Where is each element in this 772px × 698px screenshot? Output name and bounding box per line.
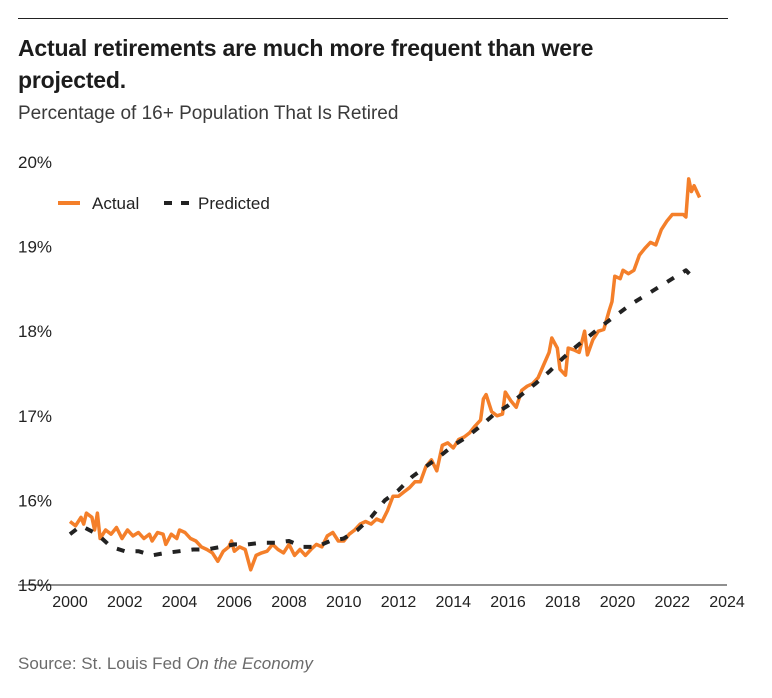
x-tick-label: 2020 — [600, 594, 636, 611]
x-tick-label: 2018 — [545, 594, 581, 611]
x-tick-label: 2004 — [162, 594, 198, 611]
x-tick-label: 2002 — [107, 594, 143, 611]
x-tick-label: 2014 — [435, 594, 471, 611]
x-tick-label: 2010 — [326, 594, 362, 611]
top-rule — [18, 18, 728, 19]
y-tick-label: 16% — [18, 491, 52, 510]
x-tick-label: 2006 — [216, 594, 252, 611]
x-tick-label: 2022 — [654, 594, 690, 611]
line-chart: 2000 2002 2004 2006 2008 2010 2012 2014 2016 2018… — [18, 153, 745, 611]
x-tick-label: 2024 — [709, 594, 745, 611]
y-tick-label: 20% — [18, 153, 52, 172]
x-tick-label: 2016 — [490, 594, 526, 611]
chart-title: Actual retirements are much more frequen… — [18, 35, 594, 93]
y-tick-label: 17% — [18, 407, 52, 426]
source-publication: On the Economy — [186, 654, 313, 673]
x-tick-label: 2000 — [52, 594, 88, 611]
y-tick-label: 15% — [18, 576, 52, 595]
source-prefix: Source: St. Louis Fed — [18, 654, 187, 673]
x-tick-label: 2008 — [271, 594, 307, 611]
x-tick-label: 2012 — [381, 594, 417, 611]
y-tick-label: 18% — [18, 322, 52, 341]
chart-subtitle: Percentage of 16+ Population That Is Ret… — [18, 103, 399, 124]
series-line-actual — [68, 177, 702, 572]
series-line-predicted — [68, 268, 696, 558]
legend-label-actual: Actual — [92, 194, 139, 213]
source-note: Source: St. Louis Fed On the Economy — [18, 654, 313, 674]
y-tick-label: 19% — [18, 238, 52, 257]
legend-label-predicted: Predicted — [198, 194, 270, 213]
